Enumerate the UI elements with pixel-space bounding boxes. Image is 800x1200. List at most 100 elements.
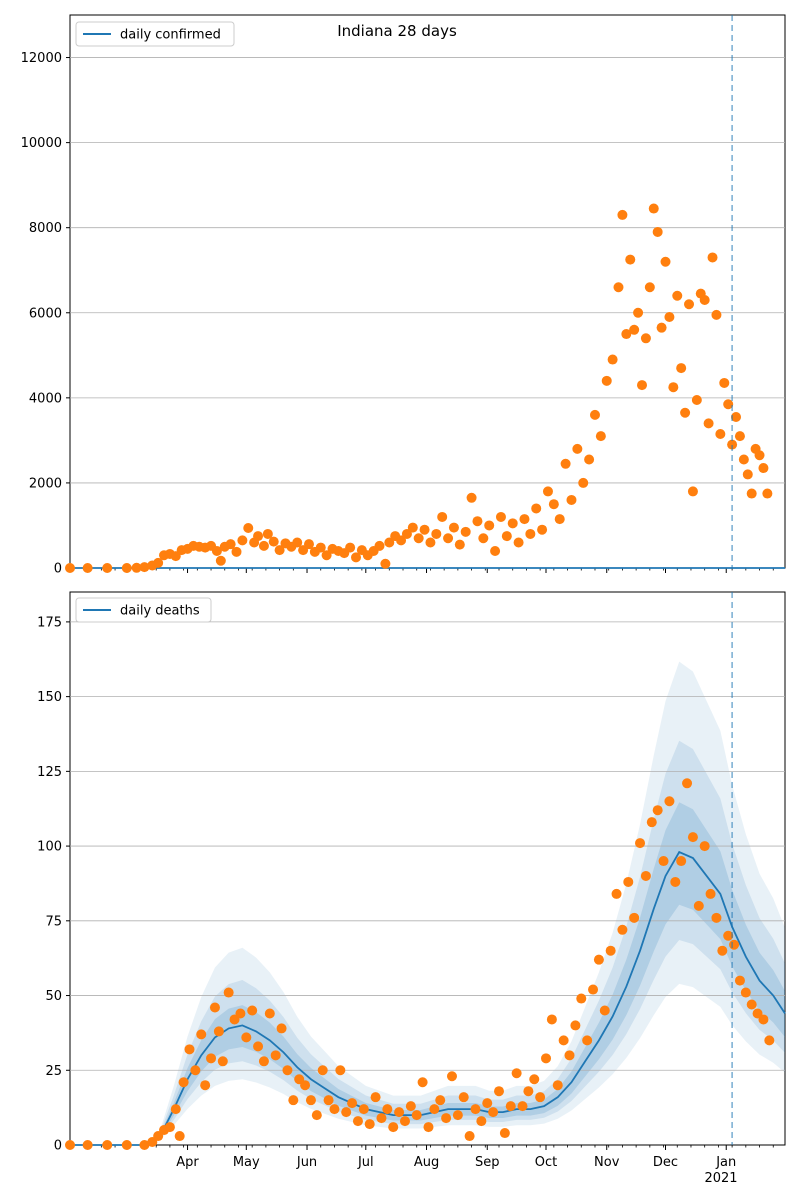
deaths-data-point (511, 1068, 522, 1079)
deaths-y-tick-label: 25 (45, 1064, 62, 1079)
deaths-data-point (178, 1077, 189, 1088)
deaths-legend-label: daily deaths (120, 604, 200, 619)
deaths-data-point (223, 987, 234, 998)
x-tick-label: Jan (715, 1155, 736, 1170)
deaths-data-point (670, 876, 681, 887)
confirmed-data-point (719, 377, 730, 388)
deaths-data-point (664, 796, 675, 807)
deaths-y-tick-label: 175 (37, 615, 62, 630)
confirmed-data-point (519, 514, 530, 525)
deaths-data-point (65, 1140, 75, 1150)
confirmed-data-point (472, 516, 483, 527)
deaths-data-point (646, 817, 657, 828)
confirmed-data-point (566, 494, 577, 505)
confirmed-data-point (672, 290, 683, 301)
deaths-data-point (588, 984, 599, 995)
deaths-data-point (558, 1035, 569, 1046)
confirmed-legend: daily confirmed (75, 21, 235, 47)
deaths-data-point (341, 1107, 352, 1118)
deaths-data-point (288, 1095, 299, 1106)
deaths-data-point (541, 1053, 552, 1064)
confirmed-data-point (738, 454, 749, 465)
deaths-data-point (382, 1104, 393, 1115)
deaths-data-point (358, 1104, 369, 1115)
confirmed-data-point (315, 542, 326, 553)
deaths-data-point (605, 945, 616, 956)
deaths-data-point (729, 939, 740, 950)
x-tick-label: Dec (653, 1155, 678, 1170)
confirmed-data-point (699, 295, 710, 306)
deaths-data-point (209, 1002, 220, 1013)
deaths-data-point (206, 1053, 217, 1064)
deaths-y-ticks: 0 25 50 75 100 125 150 175 (37, 615, 70, 1154)
deaths-data-point (705, 888, 716, 899)
deaths-data-point (658, 856, 669, 867)
deaths-trend-line (70, 850, 786, 1146)
deaths-data-point (102, 1140, 113, 1150)
confirmed-data-point (211, 545, 222, 556)
deaths-data-point (582, 1035, 593, 1046)
confirmed-legend-box (75, 21, 235, 47)
confirmed-data-point (121, 563, 132, 573)
deaths-data-point (196, 1029, 207, 1040)
deaths-data-point (376, 1113, 387, 1124)
confirmed-data-point (613, 282, 624, 293)
confirmed-data-point (703, 418, 714, 429)
confirmed-data-point (351, 552, 361, 563)
confirmed-series (65, 203, 785, 573)
deaths-data-point (441, 1113, 452, 1124)
confirmed-data-point (225, 539, 236, 550)
deaths-data-point (517, 1101, 528, 1112)
confirmed-data-point (139, 562, 150, 573)
confirmed-data-point (560, 458, 571, 469)
deaths-data-point (435, 1095, 446, 1106)
confirmed-data-point (607, 354, 618, 365)
deaths-interval-band (70, 661, 785, 1145)
confirmed-data-point (542, 486, 553, 497)
confirmed-data-point (102, 563, 113, 573)
confirmed-data-point (495, 511, 506, 522)
deaths-data-point (121, 1140, 132, 1150)
deaths-legend: daily deaths (75, 597, 212, 623)
confirmed-data-point (413, 533, 424, 544)
deaths-data-point (623, 876, 634, 887)
deaths-data-point (429, 1104, 440, 1115)
deaths-data-point (300, 1080, 311, 1091)
confirmed-data-point (401, 528, 412, 539)
x-tick-label: Apr (176, 1155, 199, 1170)
confirmed-data-point (407, 522, 418, 533)
confirmed-data-point (723, 399, 734, 410)
confirmed-data-point (687, 486, 698, 497)
confirmed-data-point (484, 520, 495, 531)
x-axis-year-label: 2021 (704, 1171, 737, 1186)
deaths-data-point (717, 945, 728, 956)
confirmed-data-point (746, 488, 757, 499)
deaths-data-point (593, 954, 604, 965)
deaths-data-point (693, 900, 704, 911)
deaths-data-point (494, 1086, 504, 1097)
confirmed-y-tick-label: 2000 (29, 476, 62, 491)
deaths-data-point (264, 1008, 275, 1019)
confirmed-y-tick-label: 4000 (29, 391, 62, 406)
deaths-data-point (723, 930, 734, 941)
deaths-data-point (388, 1122, 399, 1133)
x-tick-label: Jun (296, 1155, 317, 1170)
deaths-data-point (253, 1041, 264, 1052)
confirmed-data-point (668, 382, 679, 393)
confirmed-data-point (507, 518, 518, 529)
deaths-data-point (213, 1026, 224, 1037)
confirmed-data-point (425, 537, 436, 548)
deaths-data-point (164, 1122, 175, 1133)
confirmed-gridlines (70, 57, 785, 484)
confirmed-y-tick-label: 8000 (29, 221, 62, 236)
confirmed-data-point (443, 533, 454, 544)
deaths-data-point (464, 1131, 475, 1142)
deaths-data-point (499, 1128, 510, 1139)
deaths-data-point (247, 1005, 258, 1016)
confirmed-data-point (707, 252, 718, 263)
confirmed-data-point (448, 522, 459, 533)
deaths-data-point (546, 1014, 557, 1025)
confirmed-data-point (731, 411, 742, 422)
confirmed-data-point (758, 463, 769, 474)
deaths-data-point (482, 1098, 493, 1109)
